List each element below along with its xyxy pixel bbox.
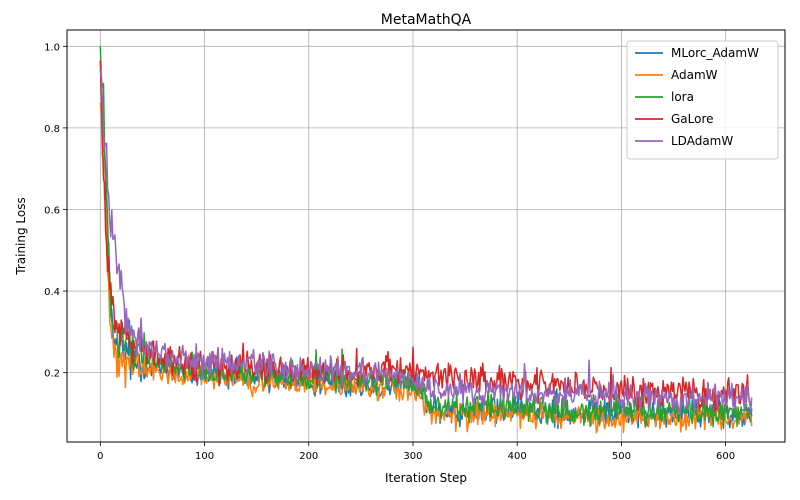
x-tick-label: 200 [299, 451, 318, 462]
chart-title: MetaMathQA [381, 12, 472, 28]
plot-lines [99, 46, 753, 434]
x-tick-label: 500 [612, 451, 631, 462]
legend-label: AdamW [671, 68, 718, 82]
y-tick-label: 1.0 [44, 42, 60, 53]
x-tick-label: 400 [508, 451, 527, 462]
y-tick-label: 0.2 [44, 369, 60, 380]
legend-box [626, 40, 779, 160]
y-tick-label: 0.6 [44, 205, 60, 216]
legend-label: lora [671, 90, 694, 104]
series-line-ldadamw [99, 69, 753, 415]
x-tick-label: 100 [195, 451, 214, 462]
x-axis-label: Iteration Step [385, 471, 467, 485]
axes-frame [66, 29, 786, 443]
x-tick-label: 0 [97, 451, 103, 462]
x-tick-label: 600 [716, 451, 735, 462]
legend: MLorc_AdamW AdamW lora GaLore LDAdamW [626, 40, 779, 160]
y-tick-label: 0.4 [44, 287, 60, 298]
legend-label: LDAdamW [671, 134, 733, 148]
legend-label: MLorc_AdamW [671, 46, 759, 60]
x-tick-label: 300 [403, 451, 422, 462]
legend-label: GaLore [671, 112, 714, 126]
y-tick-label: 0.8 [44, 124, 60, 135]
y-axis-label: Training Loss [14, 197, 28, 275]
ticks: 0 100 200 300 400 500 600 0.2 0.4 0.6 0.8 1.0 [44, 42, 735, 462]
